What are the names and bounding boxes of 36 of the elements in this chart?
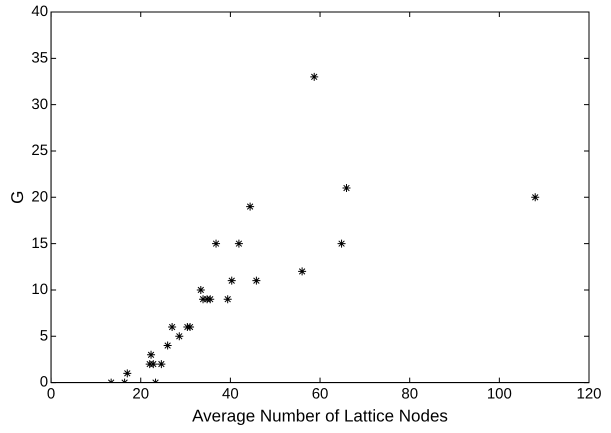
point (122, 368, 132, 378)
y-tick-label: 30 (31, 96, 48, 113)
y-tick-label: 35 (31, 49, 48, 66)
point (246, 202, 255, 212)
point (186, 322, 195, 332)
x-axis-title: Average Number of Lattice Nodes (192, 406, 448, 426)
y-tick-label: 25 (31, 142, 48, 160)
x-tick-label: 60 (312, 386, 328, 403)
point (168, 322, 177, 332)
y-tick-label: 15 (31, 234, 48, 252)
x-tick-label: 40 (222, 386, 239, 403)
y-axis-title: G (8, 190, 27, 204)
y-tick-label: 40 (31, 3, 48, 20)
y-tick-label: 5 (40, 327, 48, 344)
x-tick-label: 120 (576, 386, 602, 403)
x-tick-label: 20 (132, 386, 150, 403)
point (234, 239, 244, 248)
point (146, 350, 156, 360)
y-tick-label: 20 (31, 188, 48, 206)
point (310, 72, 319, 82)
point (174, 332, 184, 341)
point (156, 360, 166, 369)
point (337, 239, 346, 248)
y-tick-label: 10 (31, 281, 48, 298)
point (252, 276, 261, 286)
point (212, 239, 221, 248)
point (227, 276, 236, 286)
point (163, 341, 172, 350)
x-tick-label: 100 (486, 386, 512, 403)
x-tick-label: 80 (401, 386, 418, 403)
y-tick-label: 0 (40, 374, 48, 391)
point (196, 285, 206, 294)
point (223, 294, 232, 304)
point (342, 184, 351, 193)
point (298, 266, 307, 276)
point (530, 192, 540, 202)
